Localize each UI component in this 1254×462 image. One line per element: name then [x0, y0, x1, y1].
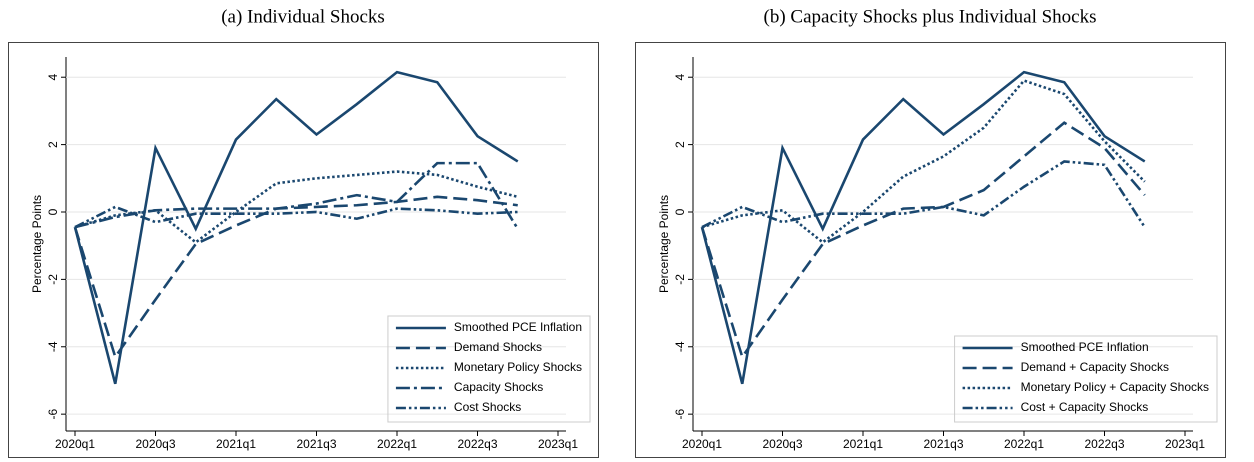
- x-tick-label: 2022q1: [1004, 437, 1044, 451]
- x-tick-label: 2020q1: [55, 437, 95, 451]
- legend-label: Monetary Policy Shocks: [454, 360, 582, 374]
- chart-title: (b) Capacity Shocks plus Individual Shoc…: [764, 6, 1097, 27]
- frame: [8, 42, 599, 458]
- y-tick-label: 4: [673, 74, 687, 81]
- y-axis-label: Percentage Points: [30, 195, 44, 293]
- series-line: [700, 70, 1146, 385]
- series-line: [74, 205, 518, 229]
- series-line: [73, 70, 519, 385]
- y-tick-label: 2: [673, 141, 687, 148]
- legend-box: [954, 335, 1218, 423]
- x-tick-label: 2021q3: [923, 437, 963, 451]
- series-line: [73, 195, 518, 360]
- x-tick-label: 2020q3: [135, 437, 175, 451]
- panel: (a) Individual Shocks -6 -4 -2 0 2 4 Percentage…: [8, 6, 599, 458]
- series-line: [700, 121, 1146, 360]
- series-line: [701, 79, 1146, 244]
- x-tick-label: 2020q3: [762, 437, 802, 451]
- legend-label: Demand + Capacity Shocks: [1021, 360, 1169, 374]
- y-tick-label: -2: [46, 274, 60, 285]
- y-tick-label: -4: [46, 341, 60, 352]
- x-tick-label: 2020q1: [682, 437, 722, 451]
- legend-label: Smoothed PCE Inflation: [454, 320, 582, 334]
- series-line: [74, 161, 519, 230]
- y-tick-label: 0: [673, 208, 687, 215]
- y-tick-label: -6: [673, 408, 687, 419]
- legend-label: Cost Shocks: [454, 400, 521, 414]
- y-tick-label: -4: [673, 341, 687, 352]
- x-tick-label: 2023q1: [1165, 437, 1205, 451]
- x-tick-label: 2021q3: [296, 437, 336, 451]
- legend: Smoothed PCE Inflation Demand + Capacity …: [954, 335, 1218, 423]
- x-tick-label: 2023q1: [538, 437, 578, 451]
- x-tick-label: 2021q1: [216, 437, 256, 451]
- legend-label: Monetary Policy + Capacity Shocks: [1021, 380, 1209, 394]
- y-tick-label: 0: [46, 208, 60, 215]
- series-line: [701, 160, 1146, 229]
- y-tick-label: -2: [673, 274, 687, 285]
- y-tick-label: 4: [46, 74, 60, 81]
- x-tick-label: 2022q3: [457, 437, 497, 451]
- y-tick-label: 2: [46, 141, 60, 148]
- x-tick-label: 2022q1: [377, 437, 417, 451]
- legend-box: [387, 315, 591, 423]
- x-tick-label: 2022q3: [1084, 437, 1124, 451]
- legend-label: Capacity Shocks: [454, 380, 543, 394]
- x-tick-label: 2021q1: [843, 437, 883, 451]
- legend-label: Cost + Capacity Shocks: [1021, 400, 1149, 414]
- frame: [635, 42, 1226, 458]
- legend-label: Smoothed PCE Inflation: [1021, 340, 1149, 354]
- panel: (b) Capacity Shocks plus Individual Shoc…: [635, 6, 1226, 458]
- chart-title: (a) Individual Shocks: [221, 6, 385, 27]
- legend-label: Demand Shocks: [454, 340, 542, 354]
- legend: Smoothed PCE Inflation Demand Shocks Monet…: [387, 315, 591, 423]
- y-tick-label: -6: [46, 408, 60, 419]
- y-axis-label: Percentage Points: [657, 195, 671, 293]
